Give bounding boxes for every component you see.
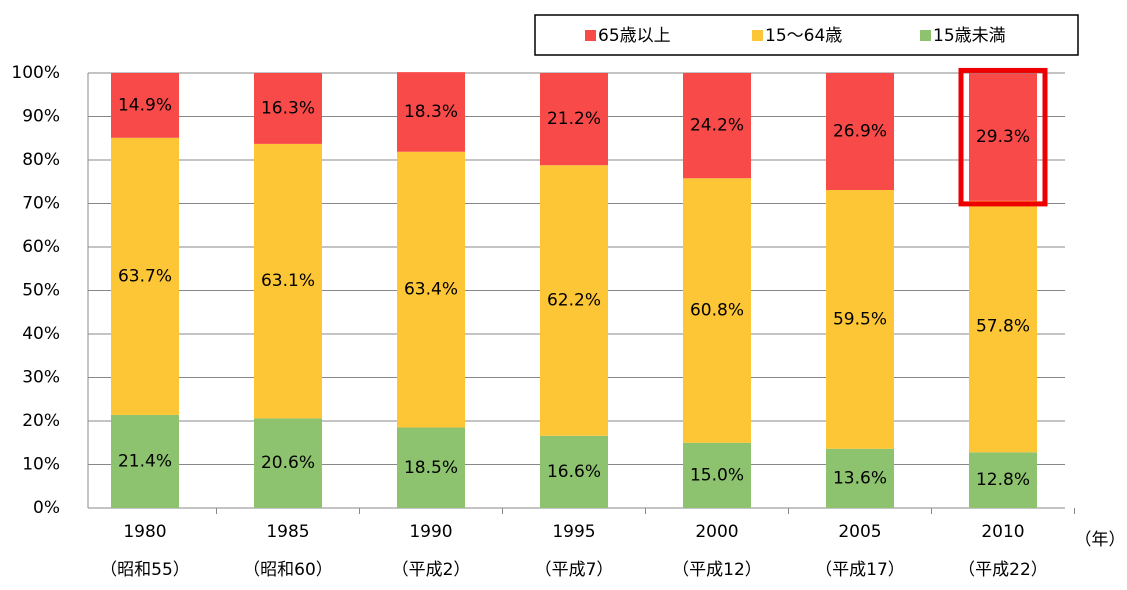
legend-label: 65歳以上 xyxy=(598,26,671,46)
legend-swatch xyxy=(752,30,763,41)
value-label: 16.6% xyxy=(547,462,601,482)
bar-segment xyxy=(969,200,1037,453)
value-label: 63.7% xyxy=(118,266,172,286)
y-tick-label: 60% xyxy=(22,237,60,257)
value-label: 20.6% xyxy=(261,453,315,473)
bar-segment xyxy=(254,143,322,419)
bar-segment xyxy=(397,151,465,428)
bar-segment xyxy=(683,178,751,443)
value-label: 18.3% xyxy=(404,102,458,122)
value-label: 62.2% xyxy=(547,291,601,311)
value-label: 21.2% xyxy=(547,109,601,129)
value-label: 14.9% xyxy=(118,95,172,115)
bar-segment xyxy=(540,435,608,508)
bar-segment xyxy=(111,137,179,415)
bar-segment xyxy=(254,418,322,508)
legend-swatch xyxy=(585,30,596,41)
bar-segment xyxy=(826,190,894,449)
bar-segment xyxy=(397,72,465,152)
bar-segment xyxy=(969,73,1037,201)
x-era-label: （平成22） xyxy=(958,560,1048,580)
y-tick-label: 90% xyxy=(22,107,60,127)
highlight-box xyxy=(958,67,1048,207)
y-tick-label: 40% xyxy=(22,324,60,344)
legend-swatch xyxy=(920,30,931,41)
x-era-label: （昭和55） xyxy=(100,560,190,580)
value-label: 57.8% xyxy=(976,317,1030,337)
bar-segment xyxy=(540,73,608,166)
value-label: 63.4% xyxy=(404,280,458,300)
value-label: 21.4% xyxy=(118,451,172,471)
value-label: 18.5% xyxy=(404,458,458,478)
x-tick-label: 1990 xyxy=(409,522,452,542)
bar-segment xyxy=(540,165,608,436)
x-era-label: （平成2） xyxy=(392,560,471,580)
bar-segment xyxy=(826,73,894,191)
x-tick-label: 2005 xyxy=(838,522,881,542)
x-era-label: （平成7） xyxy=(535,560,614,580)
y-tick-label: 30% xyxy=(22,368,60,388)
value-label: 15.0% xyxy=(690,465,744,485)
y-tick-label: 50% xyxy=(22,281,60,301)
x-tick-label: 2010 xyxy=(981,522,1024,542)
value-label: 26.9% xyxy=(833,122,887,142)
x-tick-label: 2000 xyxy=(695,522,738,542)
legend-label: 15〜64歳 xyxy=(765,26,842,46)
x-tick-label: 1995 xyxy=(552,522,595,542)
x-tick-label: 1985 xyxy=(266,522,309,542)
bar-segment xyxy=(111,414,179,508)
bar-segment xyxy=(683,73,751,179)
bar-segment xyxy=(254,73,322,144)
x-era-label: （平成12） xyxy=(672,560,762,580)
y-tick-label: 80% xyxy=(22,150,60,170)
bar-segment xyxy=(683,442,751,508)
x-era-label: （昭和60） xyxy=(243,560,333,580)
value-label: 13.6% xyxy=(833,468,887,488)
bar-segment xyxy=(969,452,1037,508)
y-tick-label: 20% xyxy=(22,411,60,431)
value-label: 12.8% xyxy=(976,470,1030,490)
y-tick-label: 10% xyxy=(22,455,60,475)
y-tick-label: 0% xyxy=(33,498,60,518)
x-tick-label: 1980 xyxy=(123,522,166,542)
legend-box xyxy=(534,14,1079,56)
bar-segment xyxy=(397,427,465,508)
y-tick-label: 100% xyxy=(11,63,60,83)
value-label: 63.1% xyxy=(261,271,315,291)
value-label: 59.5% xyxy=(833,309,887,329)
value-label: 29.3% xyxy=(976,127,1030,147)
value-label: 60.8% xyxy=(690,301,744,321)
bar-segment xyxy=(826,448,894,508)
bar-segment xyxy=(111,73,179,138)
x-era-label: （平成17） xyxy=(815,560,905,580)
legend-label: 15歳未満 xyxy=(933,26,1006,46)
value-label: 16.3% xyxy=(261,98,315,118)
x-unit-label: （年） xyxy=(1075,530,1126,550)
value-label: 24.2% xyxy=(690,116,744,136)
y-tick-label: 70% xyxy=(22,194,60,214)
